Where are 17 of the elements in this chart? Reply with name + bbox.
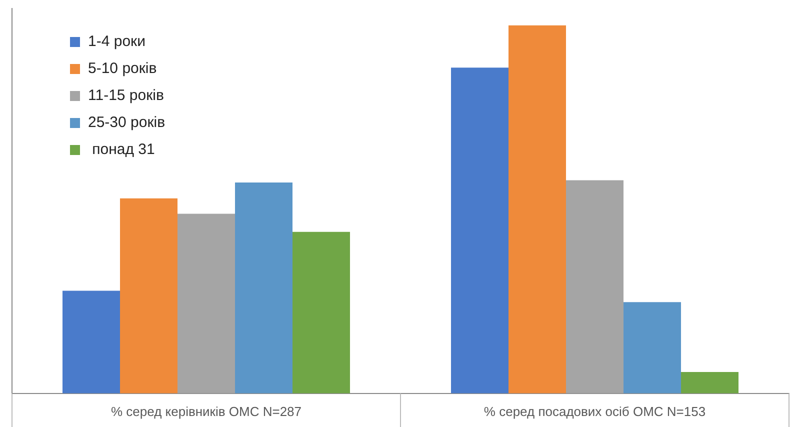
legend-label: 5-10 років xyxy=(88,60,157,77)
bar xyxy=(624,302,681,394)
bar xyxy=(235,182,292,394)
bar xyxy=(566,180,624,394)
bar xyxy=(178,214,235,394)
legend-label: 1-4 роки xyxy=(88,33,146,50)
x-tick-label: % серед посадових осіб ОМС N=153 xyxy=(484,404,706,419)
bar xyxy=(120,198,178,394)
bar xyxy=(451,68,509,394)
bar xyxy=(508,25,566,394)
bar xyxy=(292,232,350,394)
bar xyxy=(62,290,120,394)
legend-label: 11-15 років xyxy=(88,87,164,104)
legend-label: понад 31 xyxy=(91,141,155,158)
legend-label: 25-30 років xyxy=(88,114,166,131)
bar xyxy=(680,372,738,394)
x-tick-label: % серед керівників ОМС N=287 xyxy=(110,404,302,419)
